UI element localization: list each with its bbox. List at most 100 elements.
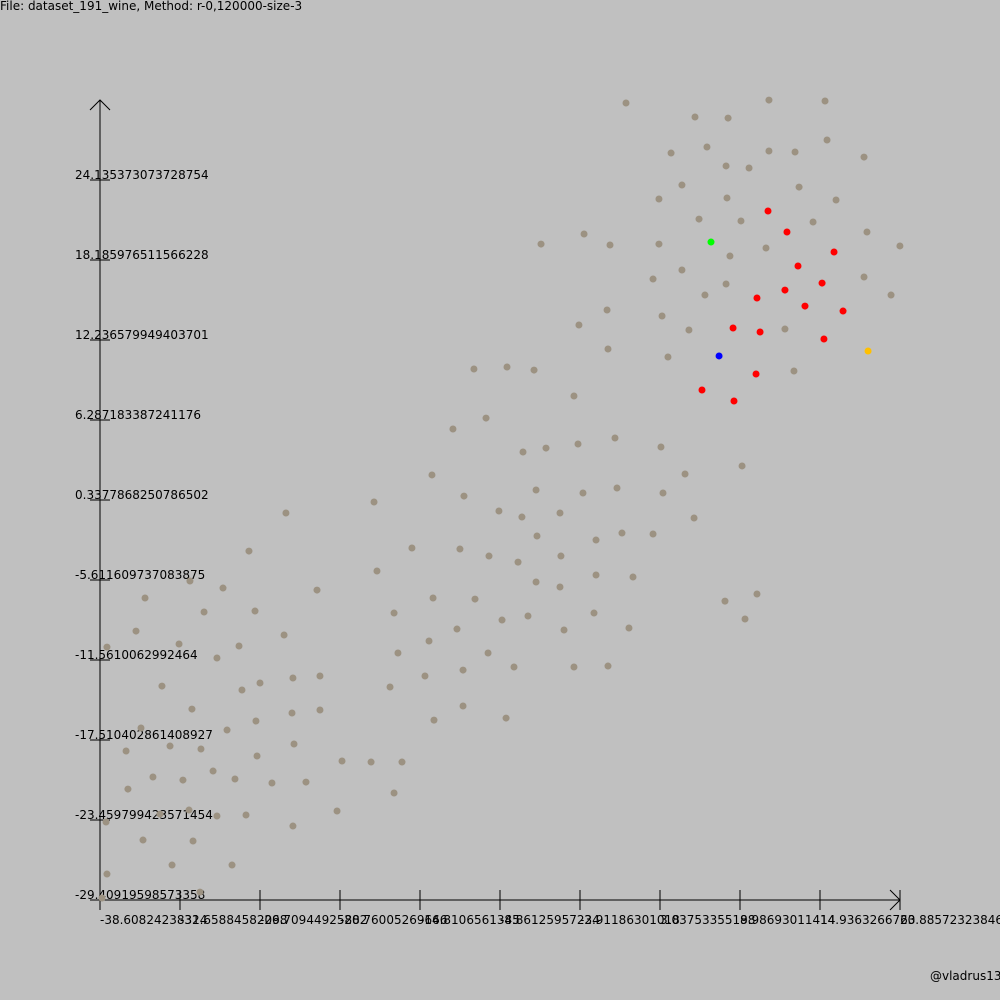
- point: [519, 448, 527, 456]
- point: [738, 462, 746, 470]
- point: [282, 509, 290, 517]
- point: [575, 321, 583, 329]
- point: [175, 640, 183, 648]
- x-tick-label: -26.70944925882: [260, 913, 367, 927]
- y-tick-label: 12.236579949403701: [75, 328, 209, 342]
- x-tick-label: -38.60824238314: [100, 913, 207, 927]
- point: [649, 530, 657, 538]
- point: [524, 612, 532, 620]
- point: [223, 726, 231, 734]
- point: [703, 143, 711, 151]
- point: [556, 583, 564, 591]
- point: [691, 113, 699, 121]
- credit: @vladrus13: [930, 969, 1000, 983]
- point: [196, 888, 204, 896]
- y-tick-label: -23.459799423571454: [75, 808, 213, 822]
- point: [592, 571, 600, 579]
- point: [723, 194, 731, 202]
- point: [179, 776, 187, 784]
- point: [238, 686, 246, 694]
- point: [830, 248, 838, 256]
- point: [268, 779, 276, 787]
- y-tick-label: -29.40919598573358: [75, 888, 205, 902]
- point: [801, 302, 809, 310]
- point: [860, 153, 868, 161]
- point: [781, 325, 789, 333]
- point: [764, 207, 772, 215]
- point: [795, 183, 803, 191]
- point: [579, 489, 587, 497]
- point: [316, 672, 324, 680]
- point: [429, 594, 437, 602]
- point: [98, 894, 106, 902]
- point: [537, 240, 545, 248]
- point: [625, 624, 633, 632]
- point: [482, 414, 490, 422]
- point: [141, 594, 149, 602]
- y-tick-label: -17.510402861408927: [75, 728, 213, 742]
- point: [102, 818, 110, 826]
- point: [235, 642, 243, 650]
- point: [158, 682, 166, 690]
- point: [530, 366, 538, 374]
- point: [570, 392, 578, 400]
- point: [251, 607, 259, 615]
- point: [690, 514, 698, 522]
- point: [745, 164, 753, 172]
- point: [386, 683, 394, 691]
- point: [470, 365, 478, 373]
- point: [603, 306, 611, 314]
- point: [781, 286, 789, 294]
- point: [741, 615, 749, 623]
- point: [245, 547, 253, 555]
- point: [678, 181, 686, 189]
- point: [289, 674, 297, 682]
- point: [290, 740, 298, 748]
- point: [186, 577, 194, 585]
- point: [655, 240, 663, 248]
- point: [887, 291, 895, 299]
- point: [533, 532, 541, 540]
- point: [580, 230, 588, 238]
- point: [103, 870, 111, 878]
- point: [338, 757, 346, 765]
- point: [289, 822, 297, 830]
- point: [316, 706, 324, 714]
- point: [730, 397, 738, 405]
- point: [667, 149, 675, 157]
- point: [532, 578, 540, 586]
- x-tick-label: 3.03753355198: [660, 913, 755, 927]
- point: [495, 507, 503, 515]
- point: [809, 218, 817, 226]
- point: [132, 627, 140, 635]
- point: [721, 597, 729, 605]
- point: [722, 280, 730, 288]
- point: [197, 745, 205, 753]
- point: [502, 714, 510, 722]
- point: [514, 558, 522, 566]
- point: [570, 663, 578, 671]
- point: [791, 148, 799, 156]
- point: [678, 266, 686, 274]
- point: [664, 353, 672, 361]
- x-tick-label: -8.86125957234: [500, 913, 600, 927]
- x-tick-label: -14.8106561345: [420, 913, 520, 927]
- point: [168, 861, 176, 869]
- point: [103, 643, 111, 651]
- point: [707, 238, 715, 246]
- point: [765, 147, 773, 155]
- point: [729, 324, 737, 332]
- point: [542, 444, 550, 452]
- point: [765, 96, 773, 104]
- point: [518, 513, 526, 521]
- point: [860, 273, 868, 281]
- point: [124, 785, 132, 793]
- point: [864, 347, 872, 355]
- point: [252, 717, 260, 725]
- point: [456, 545, 464, 553]
- point: [188, 705, 196, 713]
- x-tick-label: -20.76005269666: [340, 913, 447, 927]
- point: [629, 573, 637, 581]
- point: [139, 836, 147, 844]
